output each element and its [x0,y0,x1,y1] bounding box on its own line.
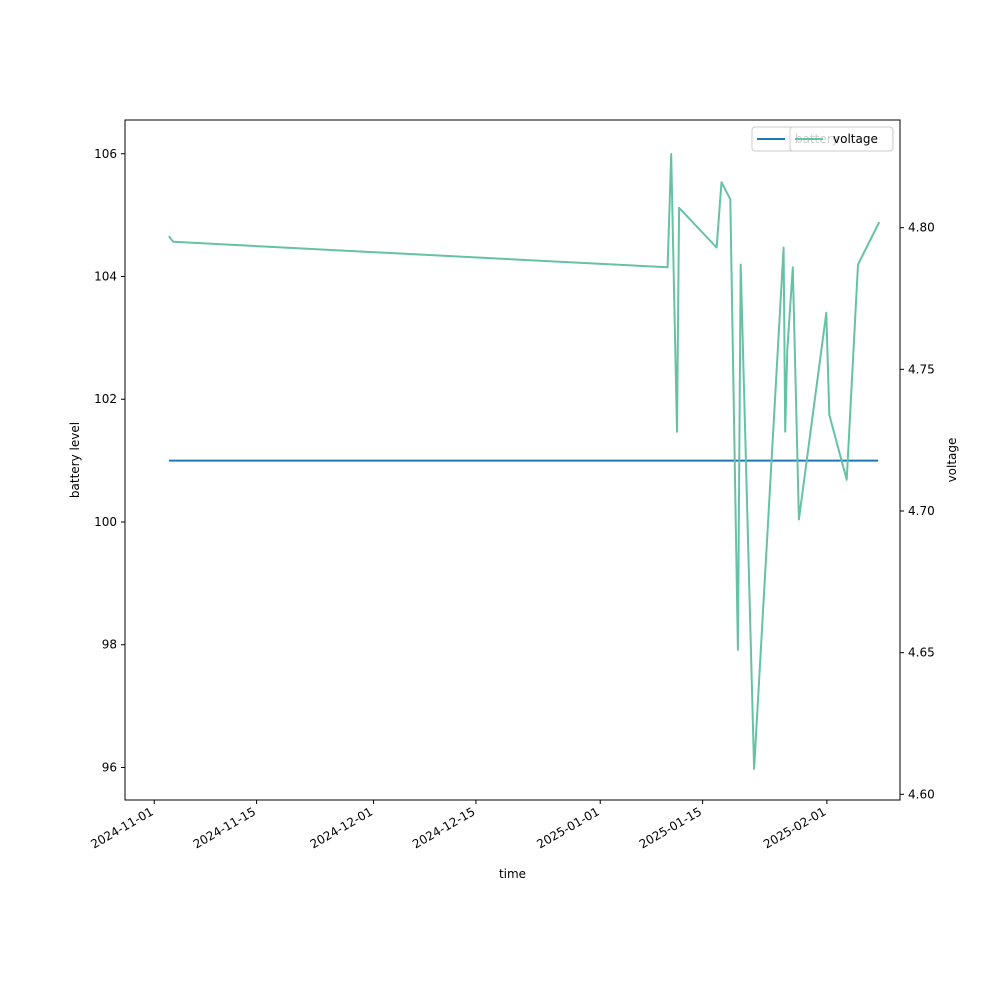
legend-box [789,126,894,152]
series-line-voltage [168,153,881,770]
right-y-axis-title: voltage [945,438,959,483]
left-y-axis-title: battery level [68,422,82,498]
right-tick-label: 4.65 [908,646,935,660]
legend-voltage: voltage [789,126,894,152]
x-tick-label: 2025-02-01 [761,804,828,851]
left-tick-label: 96 [102,760,117,774]
right-tick-label: 4.75 [908,362,935,376]
left-tick-label: 98 [102,638,117,652]
left-tick-label: 100 [94,515,117,529]
legend-label: voltage [833,132,878,146]
series-layer [168,153,881,770]
x-tick-label: 2025-01-15 [637,804,704,851]
left-tick-label: 102 [94,392,117,406]
x-axis-title: time [499,867,526,881]
x-tick-label: 2025-01-01 [534,804,601,851]
left-y-axis: 96 98 100 102 104 106 [94,147,125,774]
x-tick-label: 2024-11-01 [88,804,155,851]
right-y-axis: 4.60 4.65 4.70 4.75 4.80 [900,221,935,801]
x-tick-label: 2024-12-01 [308,804,375,851]
x-tick-label: 2024-12-15 [410,804,477,851]
x-axis: 2024-11-01 2024-11-15 2024-12-01 2024-12-15… [88,800,828,851]
right-tick-label: 4.60 [908,787,935,801]
left-tick-label: 104 [94,269,117,283]
right-tick-label: 4.70 [908,504,935,518]
right-tick-label: 4.80 [908,221,935,235]
x-tick-label: 2024-11-15 [191,804,258,851]
left-tick-label: 106 [94,147,117,161]
plot-area-frame [124,119,901,801]
